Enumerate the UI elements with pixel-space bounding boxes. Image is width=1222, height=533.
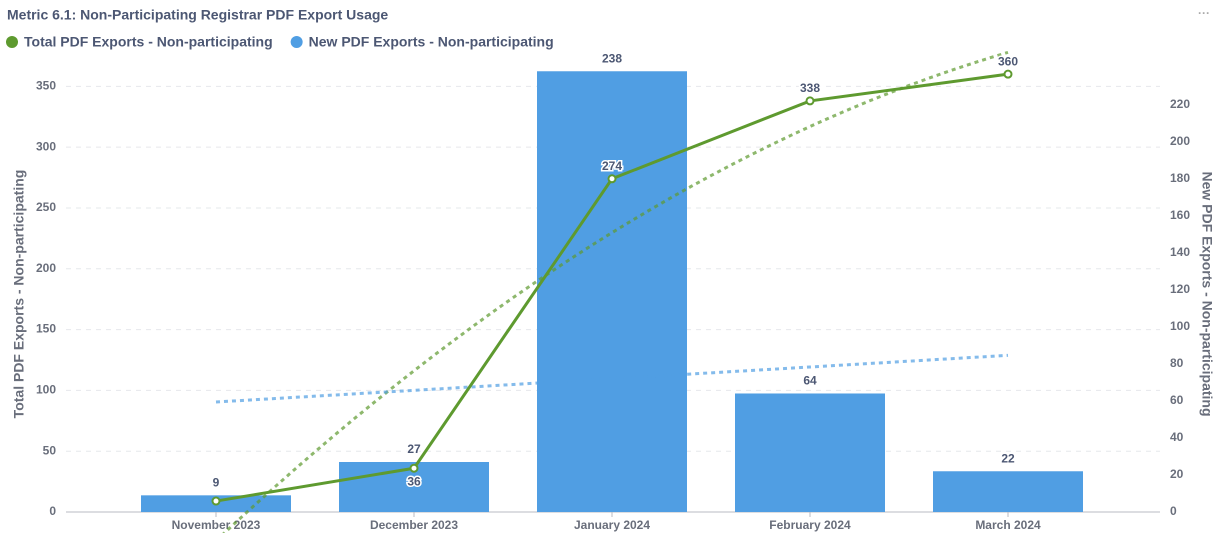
y-tick-label: 200 bbox=[36, 261, 56, 275]
x-tick-label: March 2024 bbox=[975, 518, 1041, 532]
data-label: 360 bbox=[998, 54, 1018, 68]
line-point bbox=[409, 463, 419, 473]
y2-tick-label: 180 bbox=[1170, 171, 1190, 185]
y2-tick-label: 120 bbox=[1170, 282, 1190, 296]
data-label: 27 bbox=[407, 442, 421, 456]
y-axis-title: Total PDF Exports - Non-participating bbox=[11, 170, 27, 419]
y2-tick-label: 100 bbox=[1170, 319, 1190, 333]
data-label: 274 bbox=[602, 159, 622, 173]
bar bbox=[735, 393, 885, 512]
line-point bbox=[1003, 69, 1013, 79]
x-tick-label: December 2023 bbox=[370, 518, 458, 532]
line-point bbox=[211, 496, 221, 506]
legend-label: New PDF Exports - Non-participating bbox=[309, 34, 554, 50]
y2-tick-label: 80 bbox=[1170, 356, 1184, 370]
x-tick-label: February 2024 bbox=[769, 518, 851, 532]
line-point bbox=[805, 96, 815, 106]
y-tick-label: 100 bbox=[36, 383, 56, 397]
y2-tick-label: 20 bbox=[1170, 467, 1184, 481]
y2-tick-label: 200 bbox=[1170, 134, 1190, 148]
data-label: 338 bbox=[800, 81, 820, 95]
trendline bbox=[222, 50, 1009, 533]
y2-tick-label: 140 bbox=[1170, 245, 1190, 259]
chart-title: Metric 6.1: Non-Participating Registrar … bbox=[7, 7, 388, 23]
data-label: 64 bbox=[803, 374, 817, 388]
y-tick-label: 300 bbox=[36, 139, 56, 153]
legend-label: Total PDF Exports - Non-participating bbox=[24, 34, 273, 50]
y2-tick-label: 220 bbox=[1170, 97, 1190, 111]
data-label: 9 bbox=[213, 476, 220, 490]
y2-tick-label: 60 bbox=[1170, 393, 1184, 407]
y-tick-label: 0 bbox=[49, 504, 56, 518]
y2-tick-label: 160 bbox=[1170, 208, 1190, 222]
y-tick-label: 350 bbox=[36, 78, 56, 92]
data-label: 22 bbox=[1001, 451, 1015, 465]
legend-swatch bbox=[290, 36, 303, 48]
data-label: 36 bbox=[407, 474, 421, 488]
data-label: 238 bbox=[602, 51, 622, 65]
y-tick-label: 50 bbox=[43, 443, 57, 457]
data-label: 9 bbox=[213, 476, 220, 490]
y2-axis-title: New PDF Exports - Non-participating bbox=[1199, 171, 1215, 416]
x-tick-label: January 2024 bbox=[574, 518, 650, 532]
menu-dots[interactable]: ··· bbox=[1198, 6, 1210, 20]
legend-swatch bbox=[6, 36, 18, 48]
y-tick-label: 150 bbox=[36, 322, 56, 336]
bar bbox=[933, 471, 1083, 512]
y2-tick-label: 0 bbox=[1170, 504, 1177, 518]
x-tick-label: November 2023 bbox=[172, 518, 261, 532]
line-point bbox=[607, 174, 617, 184]
y2-tick-label: 40 bbox=[1170, 430, 1184, 444]
y-tick-label: 250 bbox=[36, 200, 56, 214]
bar bbox=[537, 71, 687, 512]
